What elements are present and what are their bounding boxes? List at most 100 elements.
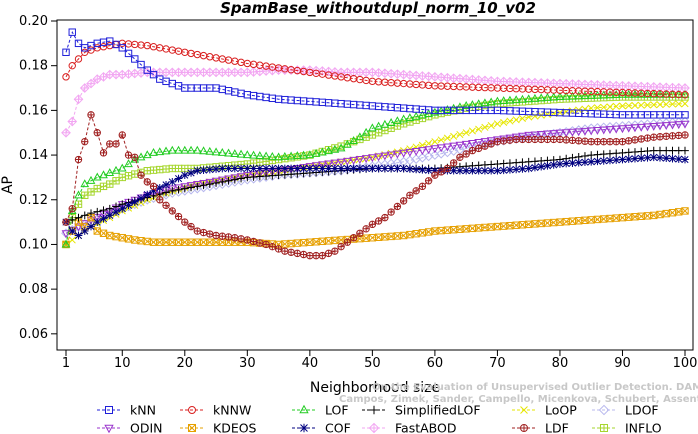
data-point-cof: [499, 166, 508, 175]
data-point-lof: [330, 144, 340, 153]
legend-label: FastABOD: [395, 421, 457, 434]
data-point-cof: [462, 166, 471, 175]
data-point-loop: [668, 100, 677, 108]
legend-marker: [369, 405, 379, 415]
data-point-loop: [493, 120, 501, 128]
data-point-cof: [368, 164, 377, 173]
data-point-cof: [274, 164, 283, 173]
legend-marker: [368, 422, 380, 434]
data-point-cof: [518, 165, 527, 173]
data-point-ldf: [362, 225, 370, 233]
data-point-ldf: [299, 250, 308, 259]
data-point-odin: [230, 174, 240, 183]
data-point-cof: [649, 153, 658, 162]
data-point-lof: [199, 146, 208, 155]
data-point-ldf: [137, 171, 145, 179]
data-point-ldf: [618, 137, 627, 146]
series-ldf: [62, 111, 689, 260]
data-point-cof: [512, 165, 521, 174]
data-point-cof: [268, 164, 277, 173]
legend-label: SimplifiedLOF: [395, 403, 481, 418]
data-point-ldf: [287, 248, 295, 256]
data-point-lof: [274, 152, 283, 161]
data-point-odin: [599, 126, 609, 135]
data-point-odin: [505, 134, 515, 143]
data-point-lof: [480, 98, 490, 107]
data-point-knn: [62, 48, 70, 56]
data-point-odin: [655, 122, 665, 131]
data-point-simplifiedlof: [162, 188, 170, 197]
legend-label: KDEOS: [213, 421, 257, 434]
data-point-loop: [506, 117, 514, 125]
data-point-lof: [74, 190, 83, 199]
data-point-lof: [568, 91, 577, 100]
data-point-ldf: [493, 137, 502, 146]
data-point-lof: [267, 151, 277, 160]
data-point-ldf: [274, 245, 283, 253]
data-point-loop: [431, 138, 439, 146]
data-point-cof: [456, 166, 464, 175]
data-point-ldf: [418, 182, 427, 191]
data-point-ldf: [187, 222, 195, 231]
data-point-lof: [536, 93, 546, 102]
data-point-ldf: [218, 232, 227, 240]
legend-marker: [104, 424, 114, 434]
data-point-cof: [87, 222, 95, 231]
data-point-odin: [192, 181, 202, 189]
data-point-loop: [568, 107, 577, 115]
data-point-cof: [255, 164, 264, 173]
data-point-lof: [574, 91, 584, 100]
data-point-cof: [468, 166, 477, 175]
data-point-simplifiedlof: [74, 213, 83, 222]
data-point-cof: [681, 155, 689, 164]
data-point-lof: [380, 119, 390, 128]
data-point-cof: [556, 160, 564, 168]
data-point-ldf: [518, 135, 527, 144]
data-point-ldf: [650, 133, 658, 141]
legend-label: LOF: [325, 403, 349, 418]
data-point-ldf: [268, 242, 277, 251]
data-point-cof: [68, 227, 77, 235]
data-point-cof: [249, 164, 258, 173]
data-point-ldf: [625, 137, 633, 145]
series-cof: [62, 153, 689, 240]
data-point-ldf: [281, 247, 289, 255]
legend-item-odin: ODIN: [97, 421, 163, 434]
data-point-simplifiedlof: [93, 207, 102, 216]
data-point-lof: [349, 136, 358, 144]
data-point-ldf: [112, 140, 120, 148]
data-point-cof: [168, 178, 177, 186]
data-point-loop: [612, 102, 620, 110]
data-point-lof: [286, 151, 296, 160]
legend-label: LDOF: [625, 403, 659, 418]
data-point-odin: [461, 140, 471, 149]
data-point-cof: [418, 165, 427, 174]
data-point-simplifiedlof: [180, 184, 189, 193]
data-point-cof: [599, 157, 608, 165]
data-point-lof: [299, 150, 308, 159]
data-point-lof: [167, 145, 177, 154]
data-point-lof: [555, 92, 565, 101]
data-point-cof: [243, 164, 252, 173]
data-point-cof: [112, 208, 120, 216]
data-point-lof: [67, 206, 77, 214]
data-point-ldf: [81, 137, 89, 146]
data-point-cof: [130, 198, 139, 206]
data-point-ldf: [562, 136, 570, 144]
data-point-ldf: [456, 153, 464, 162]
legend-item-simplifiedlof: SimplifiedLOF: [362, 403, 481, 418]
data-point-odin: [530, 131, 540, 140]
data-point-ldf: [331, 247, 339, 255]
y-axis-label: AP: [0, 176, 16, 194]
data-point-lof: [586, 90, 596, 99]
data-point-odin: [393, 150, 402, 159]
data-point-ldf: [481, 142, 489, 150]
data-point-lof: [505, 95, 515, 104]
data-point-cof: [637, 154, 646, 163]
data-point-lof: [499, 96, 509, 105]
data-point-odin: [224, 175, 233, 184]
data-point-knn: [143, 66, 151, 74]
data-point-odin: [680, 120, 690, 129]
data-point-cof: [143, 190, 152, 199]
data-point-knnw: [81, 48, 89, 56]
